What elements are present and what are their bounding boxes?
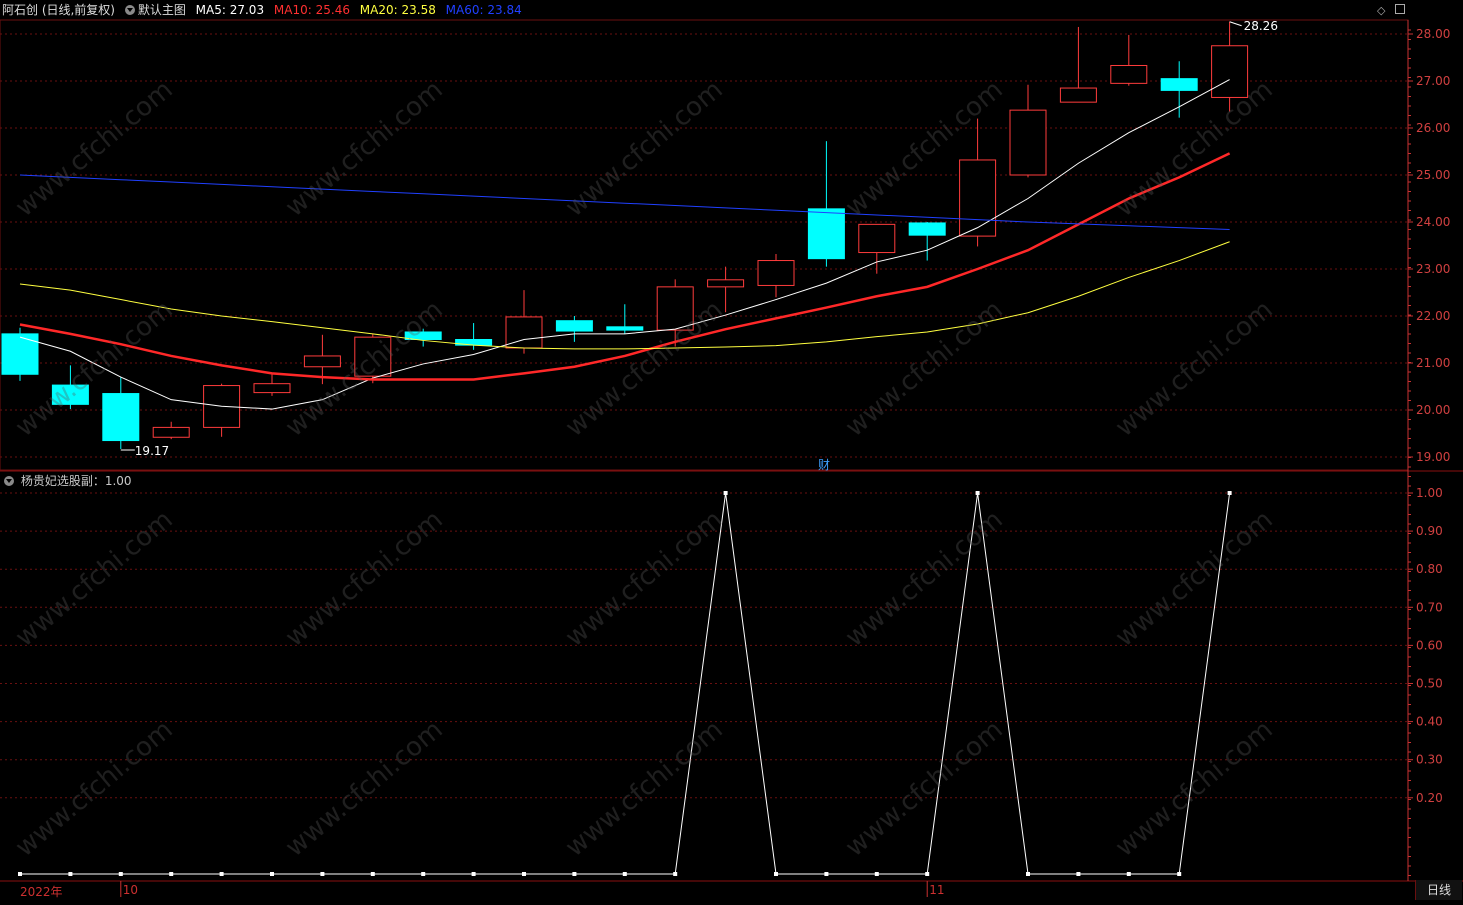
- window-controls: ◇: [1377, 4, 1405, 17]
- x-tick-label: 11: [929, 883, 945, 897]
- candle-up: [656, 286, 694, 331]
- stock-title[interactable]: 阿石创 (日线,前复权): [2, 3, 115, 17]
- indicator-point: [975, 491, 980, 495]
- candle-down: [404, 331, 442, 341]
- indicator-point: [18, 872, 22, 876]
- high-marker-line: [1229, 21, 1242, 27]
- x-tick-label: 2022年: [20, 885, 63, 899]
- diamond-icon[interactable]: ◇: [1377, 4, 1386, 17]
- y-tick-label: 23.00: [1416, 262, 1450, 276]
- y-tick-label: 21.00: [1416, 356, 1450, 370]
- indicator-point: [774, 872, 778, 876]
- candle-up: [1009, 109, 1047, 176]
- ma-line-ma5: [19, 79, 1230, 410]
- candle-up: [707, 279, 745, 288]
- indicator-point: [673, 872, 678, 876]
- sub-chart-header: 杨贵妃选股副：1.00: [4, 473, 132, 489]
- indicator-label: 杨贵妃选股副：1.00: [20, 474, 132, 488]
- indicator-point: [320, 872, 325, 876]
- y-tick-label: 0.80: [1416, 562, 1443, 576]
- indicator-point: [471, 872, 476, 876]
- candle-down: [908, 222, 946, 236]
- indicator-point: [723, 491, 728, 495]
- indicator-point: [1026, 872, 1030, 876]
- y-tick-label: 1.00: [1416, 486, 1443, 500]
- ma20-label: MA20: 23.58: [359, 3, 436, 17]
- candle-down: [807, 208, 845, 260]
- indicator-point: [169, 872, 174, 876]
- candle-down: [102, 393, 140, 442]
- indicator-point: [219, 872, 224, 876]
- indicator-point: [270, 872, 274, 876]
- ma-line-ma10: [19, 152, 1231, 381]
- candle-down: [555, 320, 593, 332]
- y-tick-label: 22.00: [1416, 309, 1450, 323]
- indicator-point: [1227, 491, 1232, 495]
- indicator-point: [622, 872, 627, 876]
- ma60-label: MA60: 23.84: [445, 3, 522, 17]
- indicator-point: [1177, 872, 1182, 876]
- candle-down: [1, 333, 39, 375]
- indicator-point: [925, 872, 930, 876]
- candle-up: [757, 260, 795, 286]
- y-tick-label: 0.50: [1416, 677, 1443, 691]
- candle-up: [959, 159, 997, 237]
- y-tick-label: 0.20: [1416, 791, 1443, 805]
- x-tick-label: 10: [122, 883, 139, 897]
- candle-up: [1211, 45, 1249, 98]
- financial-marker[interactable]: 财: [818, 458, 831, 472]
- ma10-label: MA10: 25.46: [273, 3, 350, 17]
- ma-line-ma60: [19, 174, 1230, 231]
- candle-up: [253, 383, 291, 394]
- maximize-icon[interactable]: [1394, 4, 1405, 14]
- candle-down: [51, 384, 89, 405]
- candle-up: [354, 336, 392, 377]
- indicator-point: [370, 872, 375, 876]
- indicator-point: [118, 872, 123, 876]
- y-tick-label: 27.00: [1416, 74, 1450, 88]
- candle-up: [152, 426, 190, 438]
- y-tick-label: 19.00: [1416, 450, 1450, 464]
- indicator-point: [874, 872, 879, 876]
- indicator-point: [68, 872, 73, 876]
- y-tick-label: 24.00: [1416, 215, 1450, 229]
- indicator-point: [572, 872, 577, 876]
- main-chart-header: 阿石创 (日线,前复权) 默认主图 MA5: 27.03 MA10: 25.46…: [2, 2, 528, 18]
- candle-up: [1059, 87, 1097, 103]
- y-tick-label: 26.00: [1416, 121, 1450, 135]
- y-tick-label: 0.60: [1416, 638, 1443, 652]
- y-tick-label: 28.00: [1416, 27, 1450, 41]
- candle-up: [858, 223, 896, 254]
- candle-down: [1160, 78, 1198, 91]
- candle-up: [303, 355, 341, 368]
- indicator-point: [1126, 872, 1131, 876]
- indicator-point: [824, 872, 829, 876]
- dropdown-icon[interactable]: [4, 476, 14, 486]
- high-price-label: 28.26: [1244, 19, 1278, 33]
- y-tick-label: 0.30: [1416, 753, 1443, 767]
- y-tick-label: 0.70: [1416, 600, 1443, 614]
- candle-up: [1110, 64, 1148, 84]
- indicator-point: [522, 872, 526, 876]
- main-chart-selector[interactable]: 默认主图: [124, 3, 186, 17]
- dropdown-icon[interactable]: [124, 5, 135, 15]
- period-button[interactable]: 日线: [1415, 880, 1462, 900]
- y-tick-label: 25.00: [1416, 168, 1450, 182]
- candle-down: [606, 326, 644, 331]
- y-tick-label: 0.40: [1416, 715, 1443, 729]
- low-price-label: 19.17: [135, 444, 169, 458]
- y-tick-label: 0.90: [1416, 524, 1443, 538]
- indicator-point: [1076, 872, 1081, 876]
- ma-line-ma20: [19, 241, 1230, 350]
- ma5-label: MA5: 27.03: [195, 3, 265, 17]
- indicator-point: [421, 872, 426, 876]
- y-tick-label: 20.00: [1416, 403, 1450, 417]
